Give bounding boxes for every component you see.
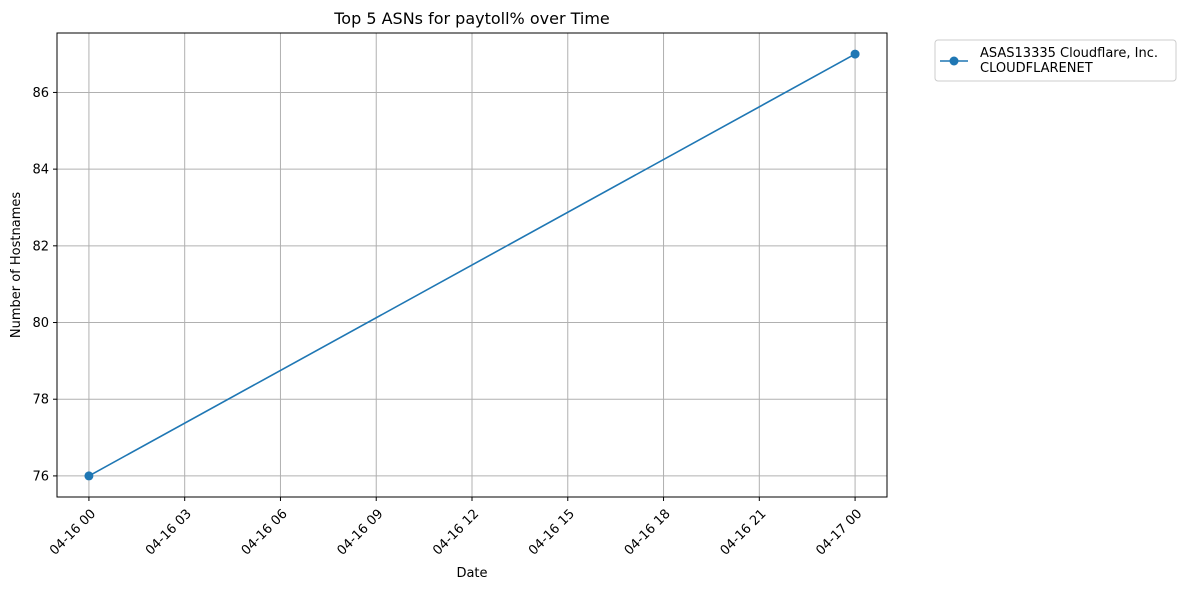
grid-lines <box>57 33 887 497</box>
series-layer <box>84 49 860 481</box>
x-tick-label: 04-16 03 <box>143 507 195 559</box>
data-point <box>850 49 860 59</box>
y-tick-label: 82 <box>32 239 49 254</box>
y-tick-label: 76 <box>32 469 49 484</box>
y-tick-label: 80 <box>32 316 49 331</box>
x-tick-label: 04-17 00 <box>813 507 865 559</box>
x-tick-label: 04-16 18 <box>622 507 674 559</box>
y-axis-ticks: 76 78 80 82 84 86 <box>32 86 57 484</box>
data-point <box>84 471 94 481</box>
y-tick-label: 84 <box>32 163 49 178</box>
legend: ASAS13335 Cloudflare, Inc.CLOUDFLARENET <box>934 39 1177 82</box>
y-tick-label: 78 <box>32 393 49 408</box>
x-tick-label: 04-16 00 <box>47 507 99 559</box>
legend-label: CLOUDFLARENET <box>980 61 1093 76</box>
x-tick-label: 04-16 09 <box>334 507 386 559</box>
x-tick-label: 04-16 15 <box>526 507 578 559</box>
legend-label: ASAS13335 Cloudflare, Inc. <box>980 46 1158 61</box>
x-axis-ticks: 04-16 00 04-16 03 04-16 06 04-16 09 04-16 12… <box>47 497 865 559</box>
series-line <box>88 53 856 477</box>
y-tick-label: 86 <box>32 86 49 101</box>
x-tick-label: 04-16 21 <box>718 507 770 559</box>
x-axis-label: Date <box>456 566 487 581</box>
legend-marker <box>949 56 959 66</box>
x-tick-label: 04-16 06 <box>239 507 291 559</box>
legend-box <box>934 39 1177 82</box>
chart-title: Top 5 ASNs for paytoll% over Time <box>333 9 610 28</box>
x-tick-label: 04-16 12 <box>430 507 482 559</box>
y-axis-label: Number of Hostnames <box>9 192 24 338</box>
